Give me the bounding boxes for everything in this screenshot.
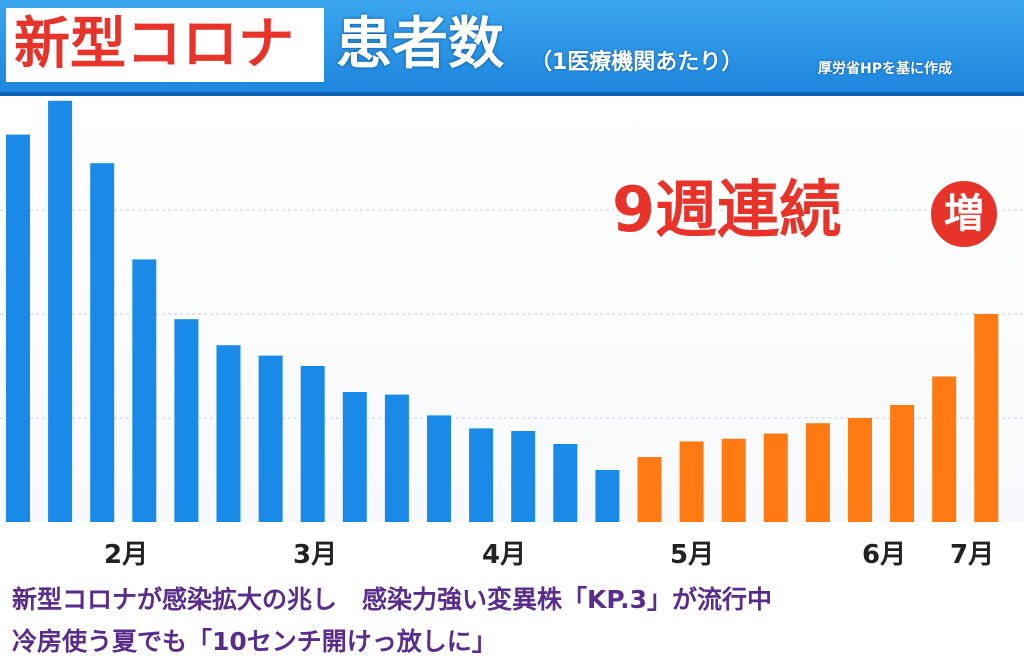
banner-9-weeks: 9週連続 [612, 173, 842, 246]
bar [595, 470, 620, 522]
bar [216, 345, 241, 522]
bar [763, 433, 788, 522]
bar [48, 100, 73, 523]
bar [384, 394, 409, 522]
x-tick-label: 2月 [104, 540, 149, 570]
bar [427, 415, 451, 522]
title-red-box [6, 8, 324, 82]
bar [805, 423, 830, 522]
bar [890, 405, 915, 522]
bar-chart [0, 100, 1024, 523]
x-tick-label: 3月 [293, 540, 338, 570]
bar [553, 444, 578, 522]
caption-area: 新型コロナが感染拡大の兆し 感染力強い変異株「KP.3」が流行中 冷房使う夏でも… [0, 572, 1024, 671]
title-covid: 新型コロナ [14, 12, 294, 77]
bar [258, 355, 283, 522]
bar [174, 319, 199, 522]
bar [932, 376, 957, 522]
bar [90, 163, 115, 522]
bar [637, 457, 662, 522]
x-tick-label: 5月 [670, 540, 715, 570]
header-bar: 新型コロナ 患者数 （1医療機関あたり） 厚労省HPを基に作成 [0, 0, 1024, 96]
bars [6, 100, 999, 523]
chart-area [0, 100, 1024, 572]
x-tick-label: 7月 [950, 540, 995, 570]
title-patients: 患者数 [336, 12, 504, 77]
bar [721, 438, 746, 522]
x-tick-label: 4月 [482, 540, 527, 570]
bar [974, 314, 999, 522]
subtitle-per-institution: （1医療機関あたり） [530, 50, 744, 75]
increase-badge: 増 [928, 178, 1000, 250]
caption-line-2: 冷房使う夏でも「10センチ開けっ放しに」 [12, 627, 497, 656]
bar [300, 366, 325, 522]
bar [848, 418, 872, 522]
bar [469, 428, 494, 522]
x-axis-strip [0, 522, 1024, 572]
bar [342, 392, 367, 522]
bar [511, 431, 536, 522]
source-note: 厚労省HPを基に作成 [818, 61, 952, 77]
caption-line-1: 新型コロナが感染拡大の兆し 感染力強い変異株「KP.3」が流行中 [12, 585, 773, 614]
x-tick-label: 6月 [862, 540, 907, 570]
bar [6, 134, 30, 522]
bar [132, 259, 157, 522]
bar [679, 441, 704, 522]
